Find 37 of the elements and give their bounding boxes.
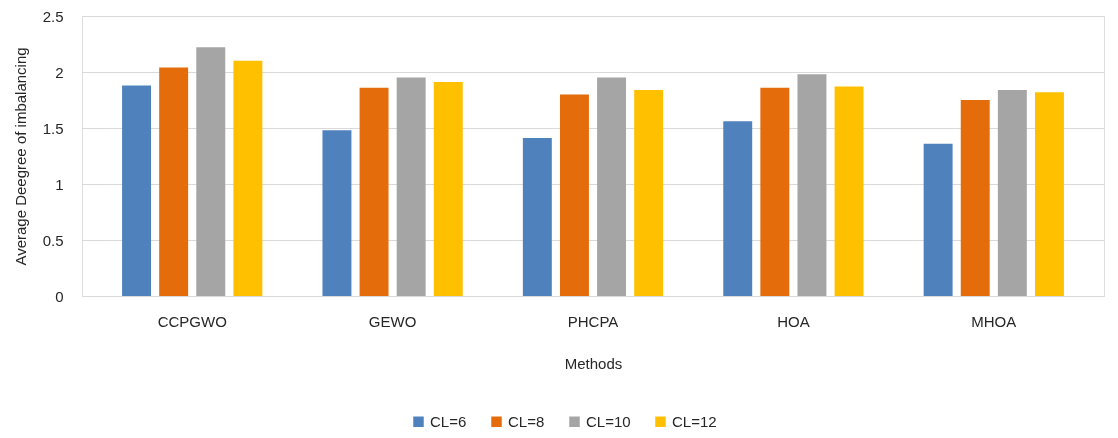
y-tick-label: 1 xyxy=(55,175,64,193)
bar xyxy=(997,89,1027,296)
bar xyxy=(760,87,790,296)
bar xyxy=(960,100,990,296)
y-tick-label: 1.5 xyxy=(42,119,64,137)
x-tick-label: HOA xyxy=(777,312,810,330)
y-tick-label: 2 xyxy=(55,63,64,81)
bar xyxy=(923,143,953,296)
y-tick-label: 0 xyxy=(55,287,64,305)
bar xyxy=(396,77,426,296)
bar xyxy=(233,60,263,296)
bar xyxy=(834,86,864,296)
bar xyxy=(522,138,552,296)
bar xyxy=(359,87,389,296)
bar xyxy=(122,85,152,296)
bar xyxy=(559,94,589,296)
x-tick-label: PHCPA xyxy=(567,312,619,330)
bar xyxy=(1034,92,1064,296)
bar xyxy=(797,74,827,296)
legend-label: CL=6 xyxy=(430,412,467,430)
bar xyxy=(433,82,463,296)
bar xyxy=(597,77,627,296)
y-tick-label: 0.5 xyxy=(42,231,64,249)
x-tick-label: CCPGWO xyxy=(157,312,227,330)
y-axis-title: Average Deegree of imbalancing xyxy=(11,47,29,266)
bar xyxy=(634,89,664,296)
legend-label: CL=8 xyxy=(508,412,545,430)
bar xyxy=(159,67,189,296)
legend-label: CL=10 xyxy=(586,412,631,430)
bar xyxy=(196,47,226,296)
bar xyxy=(322,130,352,296)
legend-label: CL=12 xyxy=(672,412,717,430)
y-tick-label: 2.5 xyxy=(42,7,64,25)
bar xyxy=(723,121,753,296)
x-axis-title: Methods xyxy=(564,354,623,372)
x-tick-label: MHOA xyxy=(971,312,1017,330)
x-tick-label: GEWO xyxy=(368,312,417,330)
